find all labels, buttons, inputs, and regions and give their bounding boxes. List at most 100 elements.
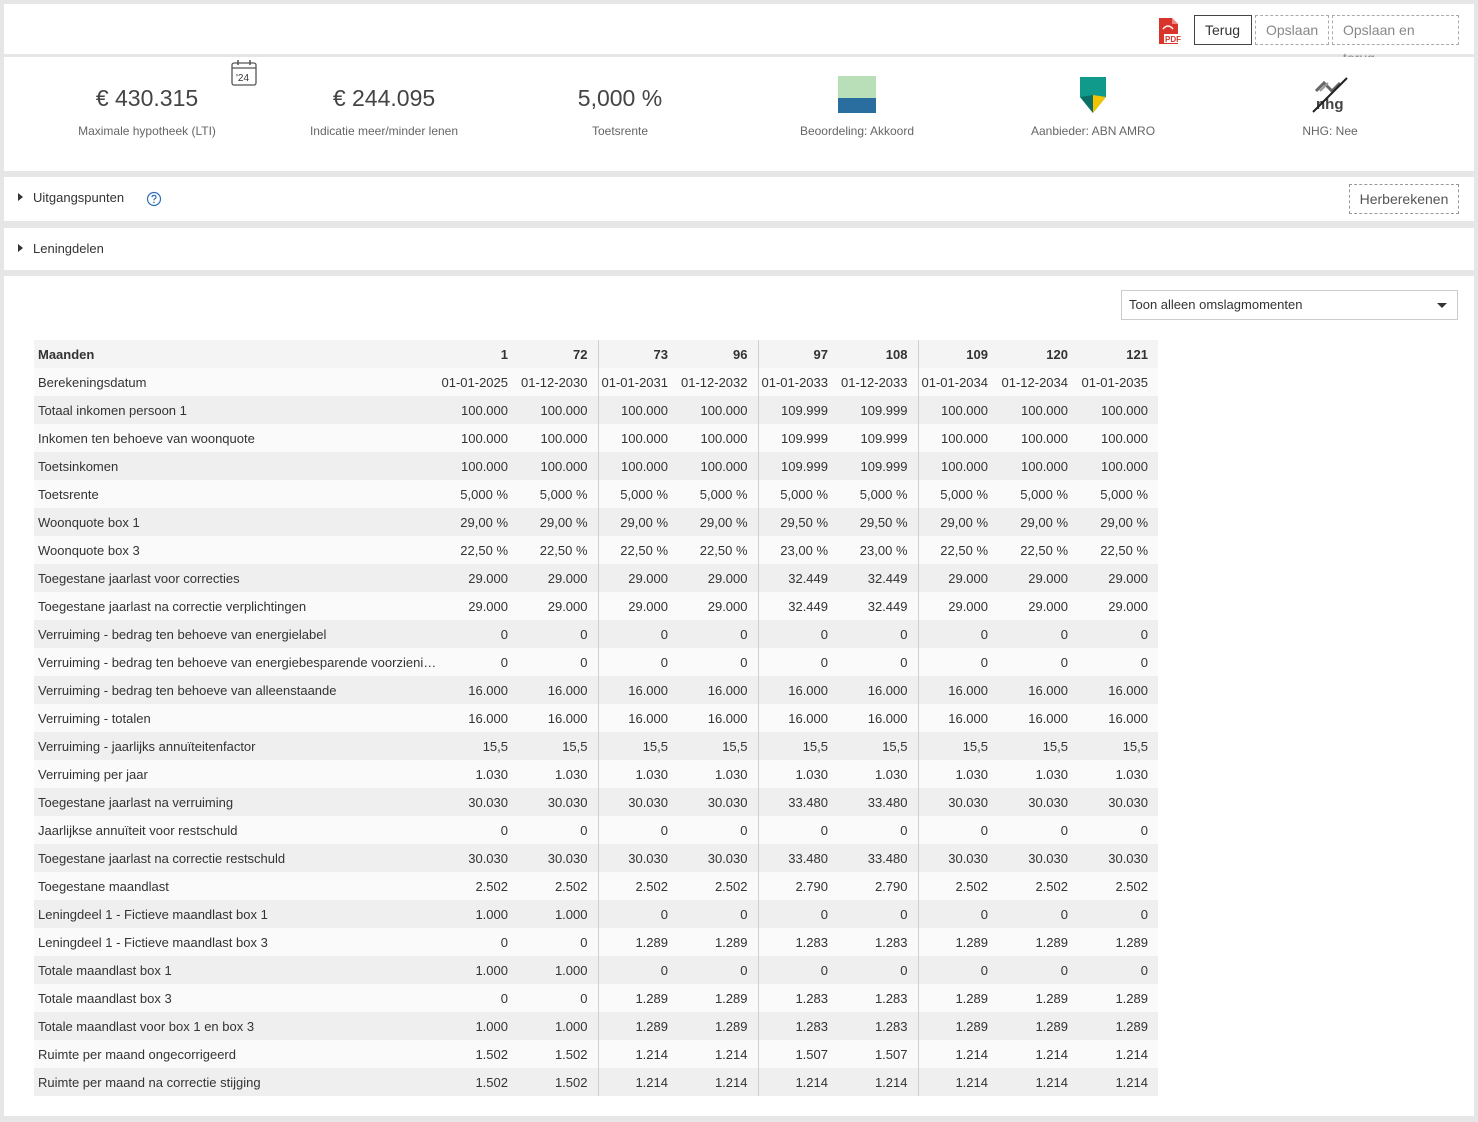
- table-cell: 1.289: [917, 984, 998, 1012]
- table-cell: 1.502: [518, 1068, 598, 1096]
- table-cell: 1.502: [438, 1068, 518, 1096]
- table-cell: 100.000: [1078, 452, 1158, 480]
- beoordeling-akkoord-icon: [838, 76, 876, 113]
- table-cell: 1.289: [998, 984, 1078, 1012]
- row-label: Verruiming - jaarlijks annuïteitenfactor: [34, 732, 438, 760]
- table-cell: 22,50 %: [1078, 536, 1158, 564]
- opslaan-button[interactable]: Opslaan: [1255, 15, 1329, 45]
- table-cell: 0: [998, 900, 1078, 928]
- table-cell: 100.000: [1078, 396, 1158, 424]
- opslaan-en-terug-button[interactable]: Opslaan en terug: [1332, 15, 1459, 66]
- table-cell: 32.449: [838, 564, 918, 592]
- row-label: Berekeningsdatum: [34, 368, 438, 396]
- table-cell: 22,50 %: [998, 536, 1078, 564]
- table-cell: 0: [917, 900, 998, 928]
- table-cell: 1.030: [597, 760, 678, 788]
- table-cell: 1.030: [998, 760, 1078, 788]
- row-label: Toetsrente: [34, 480, 438, 508]
- table-cell: 0: [917, 620, 998, 648]
- uitgangspunten-toggle[interactable]: Uitgangspunten: [18, 190, 124, 205]
- table-cell: 15,5: [917, 732, 998, 760]
- table-cell: 29.000: [1078, 564, 1158, 592]
- herberekenen-button[interactable]: Herberekenen: [1349, 184, 1459, 214]
- table-cell: 109.999: [757, 424, 838, 452]
- terug-button[interactable]: Terug: [1194, 15, 1252, 45]
- table-cell: 16.000: [438, 704, 518, 732]
- row-label: Totale maandlast voor box 1 en box 3: [34, 1012, 438, 1040]
- row-label: Woonquote box 3: [34, 536, 438, 564]
- view-select[interactable]: Toon alleen omslagmomenten: [1121, 290, 1458, 320]
- table-cell: 1.214: [838, 1068, 918, 1096]
- table-cell: 0: [518, 816, 598, 844]
- table-row: Toegestane jaarlast na correctie verplic…: [34, 592, 1158, 620]
- table-cell: 0: [438, 620, 518, 648]
- table-cell: 0: [678, 648, 758, 676]
- table-cell: 30.030: [998, 844, 1078, 872]
- table-cell: 1.289: [678, 1012, 758, 1040]
- summary-panel: € 430.315 Maximale hypotheek (LTI) '24 €…: [4, 57, 1474, 171]
- table-cell: 29.000: [518, 592, 598, 620]
- table-cell: 1.289: [1078, 984, 1158, 1012]
- table-cell: 01-12-2030: [518, 368, 598, 396]
- table-cell: 16.000: [678, 704, 758, 732]
- table-cell: 1.283: [838, 984, 918, 1012]
- nhg-logo-crossed-icon: nhg: [1312, 77, 1348, 113]
- table-cell: 22,50 %: [917, 536, 998, 564]
- table-cell: 29,50 %: [757, 508, 838, 536]
- table-row: Totale maandlast voor box 1 en box 3 1.00…: [34, 1012, 1158, 1040]
- table-cell: 16.000: [757, 676, 838, 704]
- toolbar: PDF Terug Opslaan Opslaan en terug: [4, 4, 1474, 66]
- calendar-icon[interactable]: '24: [230, 59, 258, 87]
- calculation-table: Maanden 1 72 73 96 97 108 109 120 121 Berekeningsd…: [34, 340, 1158, 1096]
- row-label: Ruimte per maand ongecorrigeerd: [34, 1040, 438, 1068]
- table-row: Verruiming - jaarlijks annuïteitenfactor…: [34, 732, 1158, 760]
- table-cell: 0: [678, 900, 758, 928]
- table-cell: 15,5: [838, 732, 918, 760]
- table-cell: 0: [1078, 900, 1158, 928]
- table-cell: 23,00 %: [838, 536, 918, 564]
- table-cell: 0: [597, 620, 678, 648]
- table-cell: 1.289: [917, 928, 998, 956]
- view-select-value: Toon alleen omslagmomenten: [1129, 297, 1303, 312]
- table-cell: 73: [597, 340, 678, 368]
- leningdelen-toggle[interactable]: Leningdelen: [18, 241, 104, 256]
- table-cell: 30.030: [438, 788, 518, 816]
- table-cell: 109.999: [757, 396, 838, 424]
- table-cell: 16.000: [1078, 704, 1158, 732]
- table-cell: 01-01-2025: [438, 368, 518, 396]
- table-cell: 1.000: [438, 1012, 518, 1040]
- table-cell: 29.000: [438, 564, 518, 592]
- table-cell: 100.000: [518, 424, 598, 452]
- table-cell: 121: [1078, 340, 1158, 368]
- kpi-label: Aanbieder: ABN AMRO: [1030, 124, 1156, 138]
- table-cell: 2.790: [838, 872, 918, 900]
- help-icon[interactable]: [146, 191, 162, 207]
- table-cell: 5,000 %: [757, 480, 838, 508]
- table-cell: 100.000: [597, 424, 678, 452]
- row-label: Toegestane maandlast: [34, 872, 438, 900]
- table-cell: 100.000: [1078, 424, 1158, 452]
- table-cell: 100.000: [917, 452, 998, 480]
- svg-text:PDF: PDF: [1165, 35, 1181, 44]
- table-cell: 1.214: [1078, 1040, 1158, 1068]
- table-cell: 0: [917, 648, 998, 676]
- row-label: Toetsinkomen: [34, 452, 438, 480]
- table-row: Ruimte per maand na correctie stijging 1.…: [34, 1068, 1158, 1096]
- table-cell: 0: [1078, 648, 1158, 676]
- table-cell: 15,5: [757, 732, 838, 760]
- table-cell: 109.999: [838, 424, 918, 452]
- table-cell: 32.449: [757, 564, 838, 592]
- table-cell: 5,000 %: [917, 480, 998, 508]
- table-cell: 1.030: [1078, 760, 1158, 788]
- table-cell: 100.000: [998, 396, 1078, 424]
- table-cell: 1.214: [998, 1040, 1078, 1068]
- table-cell: 0: [438, 928, 518, 956]
- table-cell: 100.000: [678, 424, 758, 452]
- table-cell: 01-12-2033: [838, 368, 918, 396]
- table-cell: 30.030: [917, 844, 998, 872]
- pdf-icon[interactable]: PDF: [1156, 17, 1182, 45]
- table-cell: 72: [518, 340, 598, 368]
- table-row: Toetsinkomen 100.000 100.000 100.000 100.000…: [34, 452, 1158, 480]
- table-cell: 1.214: [678, 1040, 758, 1068]
